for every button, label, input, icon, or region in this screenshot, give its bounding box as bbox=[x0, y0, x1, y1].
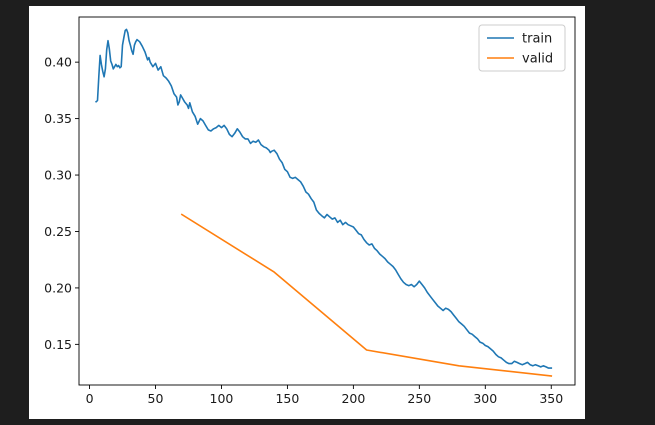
chart-figure: 0 50 100 150 200 250 300 350 0.15 0.20 0.25 0.30 0.3… bbox=[29, 6, 585, 419]
x-tick-label: 200 bbox=[341, 391, 365, 406]
plot-frame bbox=[78, 16, 576, 386]
y-tick-label: 0.30 bbox=[44, 168, 72, 183]
x-tick-label: 0 bbox=[86, 391, 94, 406]
x-tick-label: 250 bbox=[407, 391, 431, 406]
y-tick-label: 0.35 bbox=[44, 111, 72, 126]
series-line-valid bbox=[180, 213, 553, 377]
legend: train valid bbox=[478, 24, 566, 72]
legend-label-valid: valid bbox=[522, 52, 553, 67]
y-tick-label: 0.40 bbox=[44, 55, 72, 70]
y-tick-label: 0.15 bbox=[44, 337, 72, 352]
x-tick-label: 350 bbox=[539, 391, 563, 406]
y-tick-label: 0.25 bbox=[44, 224, 72, 239]
data-layer bbox=[94, 28, 553, 377]
x-tick-label: 150 bbox=[275, 391, 299, 406]
x-tick-label: 50 bbox=[148, 391, 164, 406]
x-tick-label: 300 bbox=[473, 391, 497, 406]
axes-layer: 0 50 100 150 200 250 300 350 0.15 0.20 0.25 0.30 0.3… bbox=[44, 16, 576, 406]
x-tick-label: 100 bbox=[210, 391, 234, 406]
series-line-train bbox=[94, 28, 553, 369]
line-chart: 0 50 100 150 200 250 300 350 0.15 0.20 0.25 0.30 0.3… bbox=[44, 16, 576, 406]
legend-label-train: train bbox=[522, 32, 552, 47]
y-tick-label: 0.20 bbox=[44, 280, 72, 295]
legend-box bbox=[478, 24, 566, 72]
